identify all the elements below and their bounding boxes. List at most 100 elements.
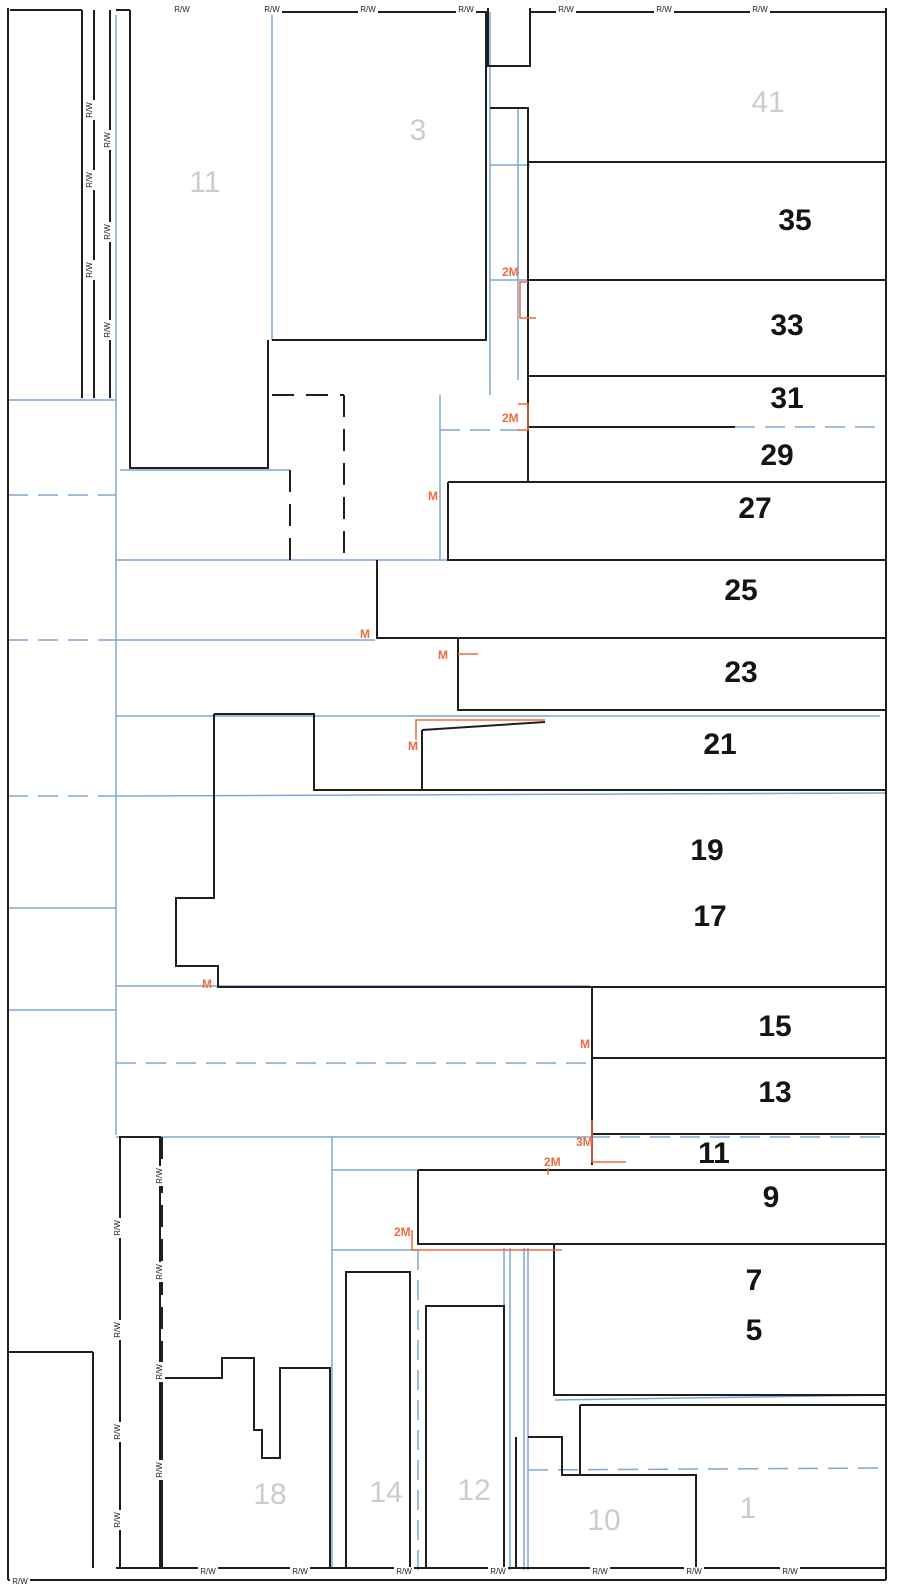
right-of-way-label-bg: [103, 130, 113, 150]
lot-14-label: 14: [369, 1476, 402, 1509]
right-of-way-label-bg: [590, 1567, 610, 1577]
right-of-way-label: R/W: [396, 1567, 412, 1576]
right-of-way-label-bg: [10, 1577, 30, 1587]
right-of-way-label-bg: [103, 222, 113, 242]
right-of-way-label-bg: [113, 1320, 123, 1340]
right-of-way-label: R/W: [85, 262, 94, 278]
right-of-way-label-bg: [155, 1166, 165, 1186]
right-of-way-label: R/W: [103, 322, 112, 338]
right-of-way-label-bg: [155, 1362, 165, 1382]
lot-19-label: 19: [690, 834, 723, 867]
right-of-way-label: R/W: [103, 224, 112, 240]
right-of-way-label-bg: [750, 5, 770, 15]
marker-labels: 2M 2M M M M M M M 3M 2M 2M: [202, 265, 593, 1239]
right-of-way-label: R/W: [12, 1577, 28, 1586]
right-of-way-label-bg: [113, 1510, 123, 1530]
right-of-way-label-bg: [103, 320, 113, 340]
right-of-way-label: R/W: [103, 132, 112, 148]
lot-23-label: 23: [724, 656, 757, 689]
right-of-way-label: R/W: [155, 1264, 164, 1280]
marker-label: 2M: [544, 1155, 561, 1169]
right-of-way-label-bg: [394, 1567, 414, 1577]
right-of-way-label: R/W: [752, 5, 768, 14]
lot-41-label: 41: [751, 86, 784, 119]
right-of-way-label-bg: [155, 1460, 165, 1480]
right-of-way-label: R/W: [113, 1424, 122, 1440]
right-of-way-label-bg: [780, 1567, 800, 1577]
lot-15-label: 15: [758, 1010, 791, 1043]
right-of-way-label: R/W: [113, 1322, 122, 1338]
right-of-way-label-bg: [556, 5, 576, 15]
marker-label: M: [438, 648, 448, 662]
marker-label: M: [202, 977, 212, 991]
right-of-way-label-bg: [262, 5, 282, 15]
right-of-way-label-bg: [456, 5, 476, 15]
marker-label: M: [428, 489, 438, 503]
lot-12-label: 12: [457, 1474, 490, 1507]
right-of-way-label: R/W: [155, 1168, 164, 1184]
lot-35-label: 35: [778, 204, 811, 237]
right-of-way-label: R/W: [656, 5, 672, 14]
right-of-way-label-bg: [198, 1567, 218, 1577]
right-of-way-label: R/W: [490, 1567, 506, 1576]
lot-21-label: 21: [703, 728, 736, 761]
lot-11-label: 11: [698, 1137, 730, 1170]
lot-25-label: 25: [724, 574, 757, 607]
right-of-way-label-bg: [488, 1567, 508, 1577]
lot-7-label: 7: [746, 1264, 763, 1297]
lot-27-label: 27: [738, 492, 771, 525]
right-of-way-label-bg: [654, 5, 674, 15]
marker-label: M: [408, 739, 418, 753]
right-of-way-label: R/W: [686, 1567, 702, 1576]
lot-33-label: 33: [770, 309, 803, 342]
lot-numbers: 35 33 31 29 27 25 23 21 19 17 15 13 11 9…: [189, 86, 811, 1537]
right-of-way-label-bg: [85, 170, 95, 190]
right-of-way-label: R/W: [155, 1364, 164, 1380]
lot-17-label: 17: [693, 900, 726, 933]
marker-lines: [411, 281, 626, 1251]
right-of-way-label: R/W: [200, 1567, 216, 1576]
right-of-way-labels: R/W R/W R/W R/W R/W R/W R/W R/W R/W R/W R/W R/W R/W R…: [10, 5, 800, 1587]
right-of-way-label: R/W: [155, 1462, 164, 1478]
right-of-way-label-bg: [172, 5, 192, 15]
marker-label: M: [580, 1037, 590, 1051]
right-of-way-label-bg: [684, 1567, 704, 1577]
lot-boundaries: [7, 8, 887, 1581]
marker-label: M: [360, 627, 370, 641]
right-of-way-label: R/W: [85, 102, 94, 118]
right-of-way-label-bg: [290, 1567, 310, 1577]
right-of-way-label-bg: [113, 1218, 123, 1238]
lot-18-label: 18: [253, 1478, 286, 1511]
lot-5-label: 5: [746, 1314, 763, 1347]
right-of-way-label-bg: [113, 1422, 123, 1442]
marker-label: 2M: [502, 265, 519, 279]
lot-31-label: 31: [770, 382, 803, 415]
right-of-way-label: R/W: [264, 5, 280, 14]
lot-10-label: 10: [587, 1504, 620, 1537]
lot-29-label: 29: [760, 439, 793, 472]
right-of-way-label-bg: [85, 260, 95, 280]
lot-11-faint-label: 11: [189, 166, 220, 199]
right-of-way-label-bg: [85, 100, 95, 120]
parcel-lines-dashed: [8, 426, 886, 1570]
right-of-way-label: R/W: [360, 5, 376, 14]
right-of-way-label: R/W: [113, 1220, 122, 1236]
marker-label: 2M: [394, 1225, 411, 1239]
right-of-way-label-bg: [155, 1262, 165, 1282]
lot-13-label: 13: [758, 1076, 791, 1109]
lot-1-label: 1: [740, 1492, 757, 1525]
lot-9-label: 9: [763, 1181, 780, 1214]
lot-3-label: 3: [410, 114, 427, 147]
right-of-way-label: R/W: [558, 5, 574, 14]
right-of-way-label: R/W: [174, 5, 190, 14]
right-of-way-label: R/W: [592, 1567, 608, 1576]
parcel-lines: [8, 12, 886, 1570]
right-of-way-label: R/W: [292, 1567, 308, 1576]
marker-label: 2M: [502, 411, 519, 425]
right-of-way-label: R/W: [85, 172, 94, 188]
right-of-way-label: R/W: [782, 1567, 798, 1576]
right-of-way-label-bg: [358, 5, 378, 15]
right-of-way-label: R/W: [458, 5, 474, 14]
